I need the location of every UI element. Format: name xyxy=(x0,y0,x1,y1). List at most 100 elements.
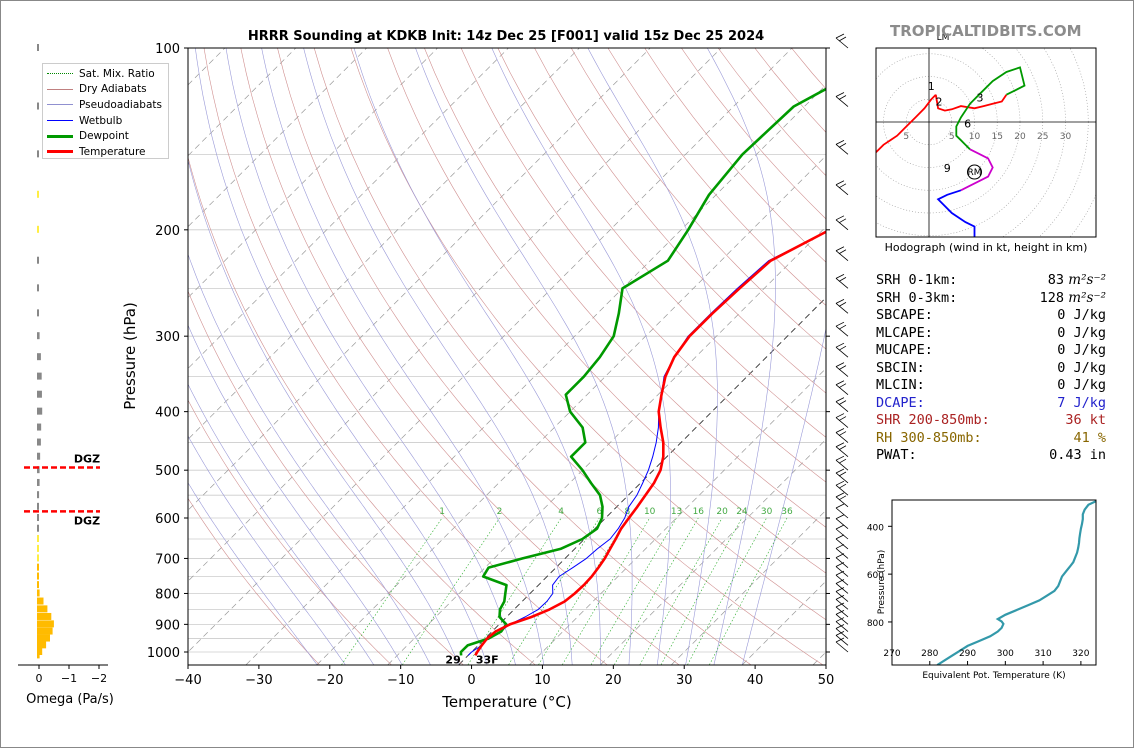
surface-dewpoint-label: 29 xyxy=(445,653,460,666)
wind-barb-staff xyxy=(835,472,849,484)
wind-barb-staff xyxy=(835,496,849,508)
wind-barb-staff xyxy=(835,628,849,639)
hodograph-panel: 5 10 15 20 25 30 5 12 36 9 RM LM Hodograph (wind in … xyxy=(875,33,1097,254)
param-name: SRH 0-3km: xyxy=(876,289,958,306)
param-value-number: 36 kt xyxy=(1065,412,1106,428)
site-watermark: TROPICALTIDBITS.COM xyxy=(890,22,1082,40)
mixing-ratio-line xyxy=(660,517,743,665)
x-tick-label: 0 xyxy=(467,673,475,688)
left-mover-label: LM xyxy=(937,33,950,43)
param-name: SBCIN: xyxy=(876,359,925,376)
y-tick-label: 1000 xyxy=(147,646,180,661)
skewt-plot: 1 2 4 6 8 10 13 16 20 24 30 36 xyxy=(188,48,826,665)
omega-bar xyxy=(37,612,52,620)
hodograph-title: Hodograph (wind in kt, height in km) xyxy=(885,241,1088,254)
param-value: 128 m²s⁻² xyxy=(1040,290,1106,308)
param-name: MUCAPE: xyxy=(876,342,933,358)
y-tick-label: 800 xyxy=(155,587,180,602)
omega-bar xyxy=(37,466,40,474)
param-name: SBCAPE: xyxy=(876,307,933,323)
wind-barb-flag xyxy=(838,143,847,148)
wind-barb-flag xyxy=(835,468,845,474)
dry-adiabat xyxy=(387,48,826,574)
moist-adiabat xyxy=(188,324,403,665)
mixing-ratio-label: 24 xyxy=(736,507,748,517)
wind-barb-staff xyxy=(835,606,849,618)
wind-barb-flag xyxy=(838,383,847,389)
wind-barb-staff xyxy=(835,325,849,337)
isotherm xyxy=(387,226,826,665)
mixing-ratio-label: 1 xyxy=(439,507,445,517)
dry-adiabat xyxy=(534,48,826,394)
moist-adiabat xyxy=(491,48,671,665)
moist-adiabat xyxy=(188,435,346,665)
omega-bar xyxy=(37,554,39,562)
wind-barb-flag xyxy=(835,92,845,97)
thetae-x-tick-label: 300 xyxy=(997,649,1014,659)
wind-barb-flag xyxy=(835,246,845,252)
wind-barb-staff xyxy=(835,184,849,196)
isotherm xyxy=(600,438,826,665)
omega-bar xyxy=(37,332,40,340)
param-unit: m²s⁻² xyxy=(1064,289,1106,306)
moist-adiabat xyxy=(188,383,374,665)
omega-bar xyxy=(37,641,47,649)
wind-barb-flag xyxy=(835,544,845,549)
param-name: MLCIN: xyxy=(876,377,925,393)
param-value: 0 J/kg xyxy=(1057,377,1106,395)
omega-bar xyxy=(37,452,41,460)
omega-bar xyxy=(37,597,44,605)
wind-barb-flag xyxy=(838,36,847,42)
wind-barb-flag xyxy=(835,298,845,304)
wind-barb-flag xyxy=(838,458,847,464)
thetae-panel: 270 280 290 300 310 320 400 600 800 Equivalent Po… xyxy=(867,499,1097,681)
x-axis-label: Temperature (°C) xyxy=(441,693,571,711)
hodograph-trace xyxy=(936,189,976,237)
thetae-x-tick-label: 310 xyxy=(1035,649,1052,659)
moist-adiabat xyxy=(587,48,718,665)
dry-adiabat xyxy=(350,48,826,621)
dry-adiabat xyxy=(277,48,751,665)
legend-item-mixratio: Sat. Mix. Ratio xyxy=(43,66,168,82)
param-value-number: 0 J/kg xyxy=(1057,359,1106,376)
mixing-ratio-label: 10 xyxy=(644,507,656,517)
wind-barb-staff xyxy=(835,459,849,471)
x-tick-label: −10 xyxy=(387,673,414,688)
wind-barb-flag xyxy=(838,431,847,436)
omega-bar xyxy=(37,502,39,510)
wind-barb-staff xyxy=(835,346,849,358)
legend-item-wetbulb: Wetbulb xyxy=(43,113,168,129)
param-value: 0 J/kg xyxy=(1057,342,1106,360)
param-value-number: 41 % xyxy=(1073,429,1106,446)
wind-barb-flag xyxy=(835,140,845,145)
omega-bar xyxy=(37,589,40,597)
x-tick-label: −20 xyxy=(316,673,343,688)
profile-temperature xyxy=(474,230,826,657)
thetae-y-tick-label: 400 xyxy=(867,523,884,533)
wind-barb-flag xyxy=(835,273,845,279)
mixing-ratio-line xyxy=(614,517,699,665)
x-tick-label: 30 xyxy=(676,673,693,688)
hodograph-ring-label: 30 xyxy=(1060,132,1072,142)
param-name: SHR 200-850mb: xyxy=(876,412,990,428)
mixing-ratio-line xyxy=(709,517,788,665)
hodograph-height-label: 3 xyxy=(976,92,983,105)
wind-barb-flag xyxy=(838,218,847,224)
param-row: RH 300-850mb: 41 % xyxy=(876,430,1106,448)
omega-panel: DGZ DGZ 0 −1 −2 Omega (Pa/s) xyxy=(18,44,114,707)
dry-adiabat xyxy=(460,48,826,483)
dgz-label: DGZ xyxy=(74,514,100,527)
omega-tick-label: −1 xyxy=(61,672,77,685)
wind-barb-flag xyxy=(838,445,847,451)
x-tick-label: 20 xyxy=(605,673,622,688)
isotherm xyxy=(245,84,826,665)
thetae-x-tick-label: 280 xyxy=(921,649,938,659)
isotherm xyxy=(188,48,509,369)
param-row: SHR 200-850mb: 36 kt xyxy=(876,412,1106,430)
wind-barb-staff xyxy=(835,548,849,559)
mixing-ratio-line xyxy=(687,517,767,665)
wind-barb-flag xyxy=(838,324,847,330)
omega-bar xyxy=(37,534,39,542)
wind-barb-staff xyxy=(835,384,849,396)
